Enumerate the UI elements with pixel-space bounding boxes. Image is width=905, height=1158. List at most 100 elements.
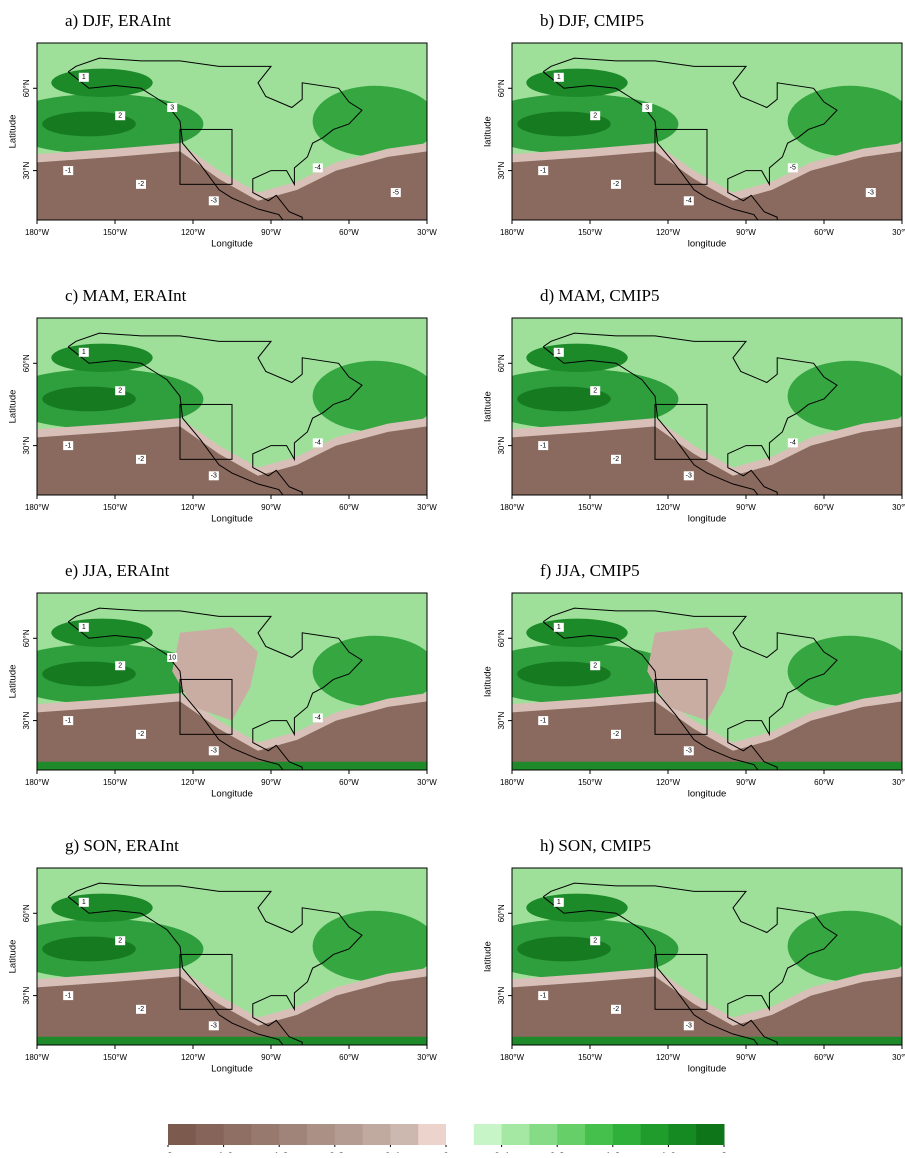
x-tick-label: 90°W [736,1053,756,1062]
y-tick-label: 60°N [22,904,31,922]
panel-title: g) SON, ERAInt [65,836,179,855]
contour-label: -3 [211,198,217,205]
contour-label: -1 [65,992,71,999]
y-tick-label: 30°N [22,711,31,729]
y-axis-label: Latitude [8,665,19,699]
contour-label: -4 [686,198,692,205]
map-panel: g) SON, ERAInt12-1-2-3180°W150°W120°W90°… [1,836,438,1078]
contour-label: 1 [557,899,561,906]
colorbar-bin [641,1124,669,1145]
x-tick-label: 60°W [814,503,834,512]
map-field [1,43,438,253]
map-field [476,43,905,253]
x-tick-label: 150°W [578,503,603,512]
y-tick-label: 60°N [22,354,31,372]
y-tick-label: 30°N [22,986,31,1004]
x-tick-label: 30°W [892,503,905,512]
itcz [37,762,427,770]
colorbar: -2-1.6-1.2-0.8-0.400.40.81.21.62[mm/day] [163,1124,727,1153]
wet-north [51,344,152,372]
x-tick-label: 60°W [339,778,359,787]
panel-title: h) SON, CMIP5 [540,836,651,855]
colorbar-bin [251,1124,279,1145]
contour-label: -3 [868,189,874,196]
x-tick-label: 60°W [339,1053,359,1062]
contour-label: 2 [118,663,122,670]
contour-label: 2 [593,938,597,945]
wet-north [51,69,152,97]
contour-label: -2 [138,456,144,463]
x-tick-label: 30°W [892,1053,905,1062]
y-axis-label: Latitude [8,940,19,974]
figure: a) DJF, ERAInt 1 2 3 -1 -2 -3 -4 -5 180°W 150°W 120… [0,0,905,1153]
contour-label: -5 [790,165,796,172]
contour-label: -1 [540,717,546,724]
x-tick-label: 120°W [181,228,206,237]
contour-label: 1 [82,349,86,356]
contour-label: 2 [118,938,122,945]
x-axis-label: longitude [688,1064,727,1075]
panel-title: e) JJA, ERAInt [65,561,170,580]
x-axis-label: longitude [688,514,727,525]
map-panel: d) MAM, CMIP512-1-2-3-4180°W150°W120°W90… [476,286,905,528]
wet-north [51,619,152,647]
wet-north [526,894,627,922]
colorbar-bin [224,1124,252,1145]
y-tick-label: 30°N [497,711,506,729]
x-tick-label: 180°W [25,503,50,512]
colorbar-bin [335,1124,363,1145]
colorbar-bin [390,1124,418,1145]
y-tick-label: 60°N [497,629,506,647]
y-tick-label: 60°N [497,354,506,372]
contour-label: 1 [82,624,86,631]
contour-label: -2 [613,1006,619,1013]
contour-label: 1 [82,74,86,81]
contour-label: -3 [686,473,692,480]
itcz [512,1037,902,1045]
map-field [476,318,905,528]
y-tick-label: 30°N [497,161,506,179]
x-tick-label: 60°W [814,228,834,237]
panel-title: b) DJF, CMIP5 [540,11,644,30]
x-tick-label: 150°W [103,1053,128,1062]
contour-label: -3 [211,473,217,480]
y-axis-label: Latitude [8,115,19,149]
x-axis-label: Longitude [211,789,253,800]
panel-title: f) JJA, CMIP5 [540,561,640,580]
contour-label: 2 [118,388,122,395]
contour-label: -4 [315,715,321,722]
wet-north [51,894,152,922]
x-tick-label: 90°W [736,778,756,787]
colorbar-bin [168,1124,196,1145]
map-field [476,868,905,1078]
y-tick-label: 60°N [497,904,506,922]
panel-title: a) DJF, ERAInt [65,11,171,30]
map-panel: h) SON, CMIP512-1-2-3180°W150°W120°W90°W… [476,836,905,1078]
map-field [1,593,438,803]
map-field [1,868,438,1078]
colorbar-bin [613,1124,641,1145]
contour-label: -2 [613,181,619,188]
y-tick-label: 30°N [497,436,506,454]
colorbar-bin [668,1124,696,1145]
y-axis-label: latitude [483,391,494,422]
colorbar-bin [279,1124,307,1145]
x-tick-label: 120°W [181,503,206,512]
colorbar-bin [418,1124,446,1145]
map-panel: c) MAM, ERAInt12-1-2-3-4180°W150°W120°W9… [1,286,438,528]
contour-label: -5 [393,189,399,196]
contour-label: -2 [138,731,144,738]
x-tick-label: 90°W [261,778,281,787]
colorbar-bin [307,1124,335,1145]
x-tick-label: 120°W [656,1053,681,1062]
contour-label: 3 [170,104,174,111]
x-tick-label: 180°W [500,228,525,237]
colorbar-bin [585,1124,613,1145]
colorbar-bin [446,1124,474,1145]
x-axis-label: Longitude [211,1064,253,1075]
colorbar-bin [363,1124,391,1145]
colorbar-bin [196,1124,224,1145]
x-tick-label: 90°W [736,503,756,512]
x-tick-label: 150°W [103,503,128,512]
contour-label: -1 [65,717,71,724]
